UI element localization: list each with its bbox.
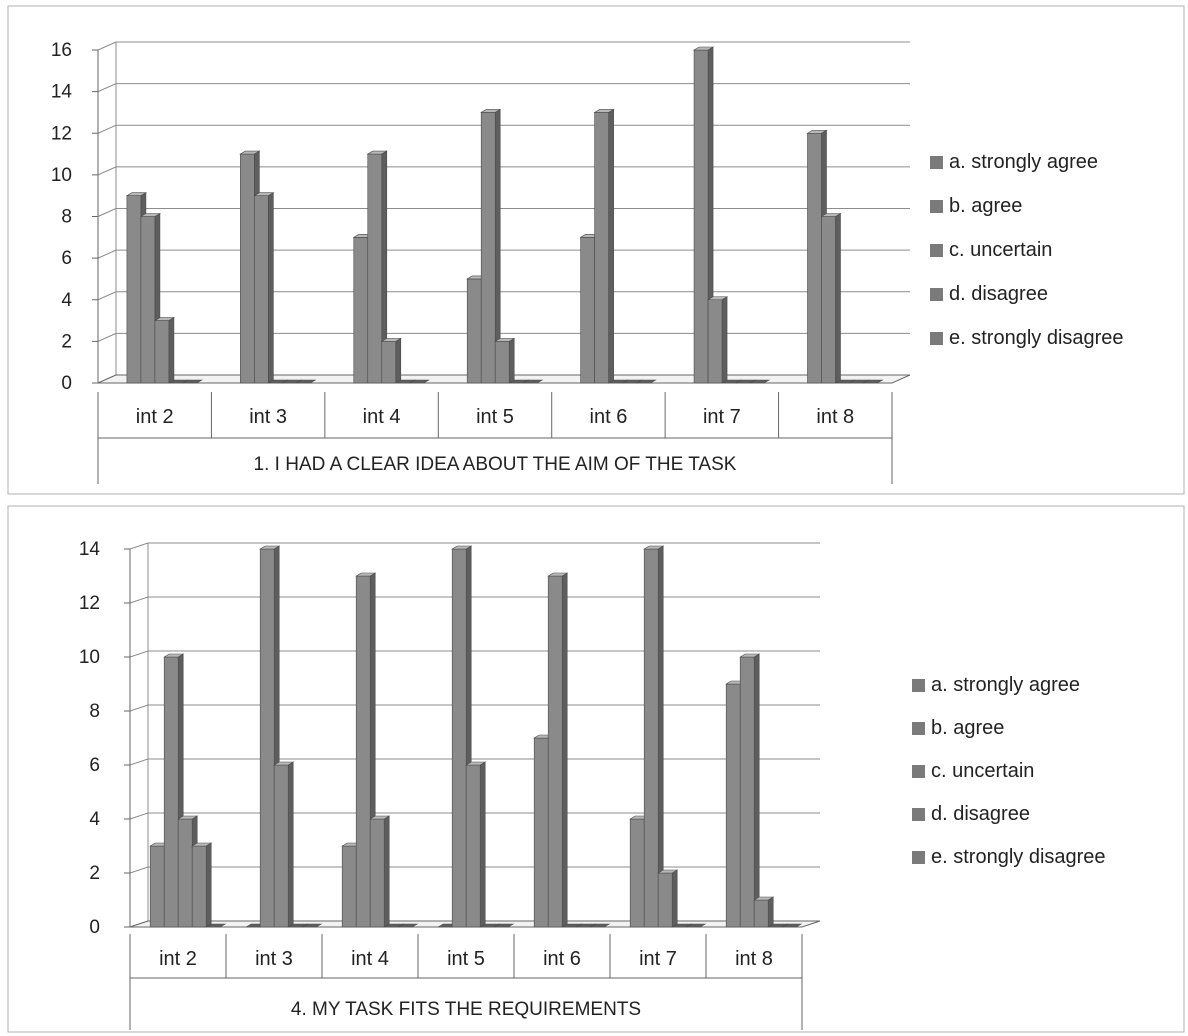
bar: [547, 572, 569, 928]
bar: [408, 379, 430, 384]
y-tick-label: 8: [61, 207, 72, 228]
bar: [862, 379, 884, 384]
bar: [153, 317, 175, 384]
legend-swatch: [912, 679, 925, 692]
legend-label: b. agree: [949, 195, 1022, 217]
legend-swatch: [930, 200, 943, 213]
legend-swatch: [930, 332, 943, 345]
category-label: int 6: [543, 948, 581, 970]
chart-1-frame: [7, 5, 1185, 495]
x-axis-title: 4. MY TASK FITS THE REQUIREMENTS: [291, 999, 641, 1020]
y-tick-label: 6: [61, 248, 72, 269]
legend-swatch: [930, 288, 943, 301]
legend-swatch: [930, 244, 943, 257]
bar: [205, 923, 227, 928]
category-label: int 5: [476, 406, 514, 428]
y-tick-label: 4: [89, 809, 100, 830]
category-label: int 3: [255, 948, 293, 970]
legend-swatch: [912, 808, 925, 821]
category-label: int 7: [703, 406, 741, 428]
legend-swatch: [930, 156, 943, 169]
bar: [380, 337, 402, 384]
legend-label: c. uncertain: [949, 239, 1052, 261]
y-tick-label: 8: [89, 701, 100, 722]
legend-swatch: [912, 765, 925, 778]
bar: [273, 761, 295, 928]
bar: [397, 923, 419, 928]
y-tick-label: 6: [89, 755, 100, 776]
bar: [480, 108, 502, 384]
bar: [494, 337, 516, 384]
bar: [181, 379, 203, 384]
chart-2-frame: [7, 505, 1185, 1033]
bar: [522, 379, 544, 384]
y-tick-label: 4: [61, 290, 72, 311]
category-label: int 5: [447, 948, 485, 970]
bar: [706, 296, 729, 384]
bar: [366, 150, 388, 384]
gridline: [92, 41, 910, 51]
legend-label: b. agree: [931, 717, 1004, 739]
category-axis: [97, 392, 893, 484]
legend: a. strongly agree b. agree c. uncertain d. …: [930, 151, 1124, 349]
gridline: [92, 83, 910, 93]
legend-label: a. strongly agree: [931, 674, 1080, 696]
y-tick-label: 2: [89, 863, 100, 884]
bar: [253, 192, 275, 384]
bar: [589, 923, 611, 928]
y-tick-label: 2: [61, 331, 72, 352]
gridline: [92, 124, 910, 134]
bar: [820, 212, 842, 384]
category-label: int 3: [249, 406, 287, 428]
category-axis: [129, 934, 803, 1030]
bar: [748, 379, 771, 384]
bar: [635, 379, 657, 384]
category-label: int 6: [590, 406, 628, 428]
category-label: int 4: [363, 406, 401, 428]
legend-label: c. uncertain: [931, 760, 1034, 782]
legend-swatch: [912, 722, 925, 735]
x-axis-title: 1. I HAD A CLEAR IDEA ABOUT THE AIM OF T…: [254, 454, 737, 475]
y-tick-label: 14: [51, 82, 73, 103]
chart-1: 0 2 4 6 8 10 12 14 16 int 2 int 3 int 4 int 5 int 6 in…: [51, 40, 1124, 484]
category-label: int 2: [159, 948, 197, 970]
bar: [465, 761, 487, 928]
y-tick-label: 10: [79, 647, 100, 668]
bar: [739, 653, 761, 928]
bar: [493, 923, 515, 928]
legend-label: a. strongly agree: [949, 151, 1098, 173]
category-label: int 2: [136, 406, 174, 428]
y-tick-label: 10: [51, 165, 72, 186]
bar: [295, 379, 317, 384]
category-label: int 8: [816, 406, 854, 428]
bar: [685, 923, 707, 928]
bar: [643, 545, 665, 928]
bar: [301, 923, 323, 928]
legend: a. strongly agree b. agree c. uncertain d. …: [912, 674, 1106, 868]
bar: [355, 572, 377, 928]
category-label: int 8: [735, 948, 773, 970]
bar: [781, 923, 803, 928]
y-tick-label: 0: [61, 373, 72, 394]
gridline: [124, 542, 820, 550]
legend-label: e. strongly disagree: [949, 327, 1124, 349]
bar: [191, 842, 213, 928]
legend-label: d. disagree: [931, 803, 1030, 825]
y-tick-label: 16: [51, 40, 72, 61]
y-tick-label: 12: [79, 593, 100, 614]
bar: [593, 108, 615, 384]
legend-label: e. strongly disagree: [931, 846, 1106, 868]
category-label: int 7: [639, 948, 677, 970]
category-label: int 4: [351, 948, 389, 970]
y-tick-label: 0: [89, 917, 100, 938]
y-tick-label: 14: [79, 539, 101, 560]
bar: [657, 869, 679, 928]
bar: [753, 896, 775, 928]
legend-swatch: [912, 851, 925, 864]
y-tick-label: 12: [51, 123, 72, 144]
bar: [369, 815, 391, 928]
chart-2: 0 2 4 6 8 10 12 14 int 2 int 3 int 4 int 5 int 6 int …: [79, 539, 1106, 1030]
legend-label: d. disagree: [949, 283, 1048, 305]
